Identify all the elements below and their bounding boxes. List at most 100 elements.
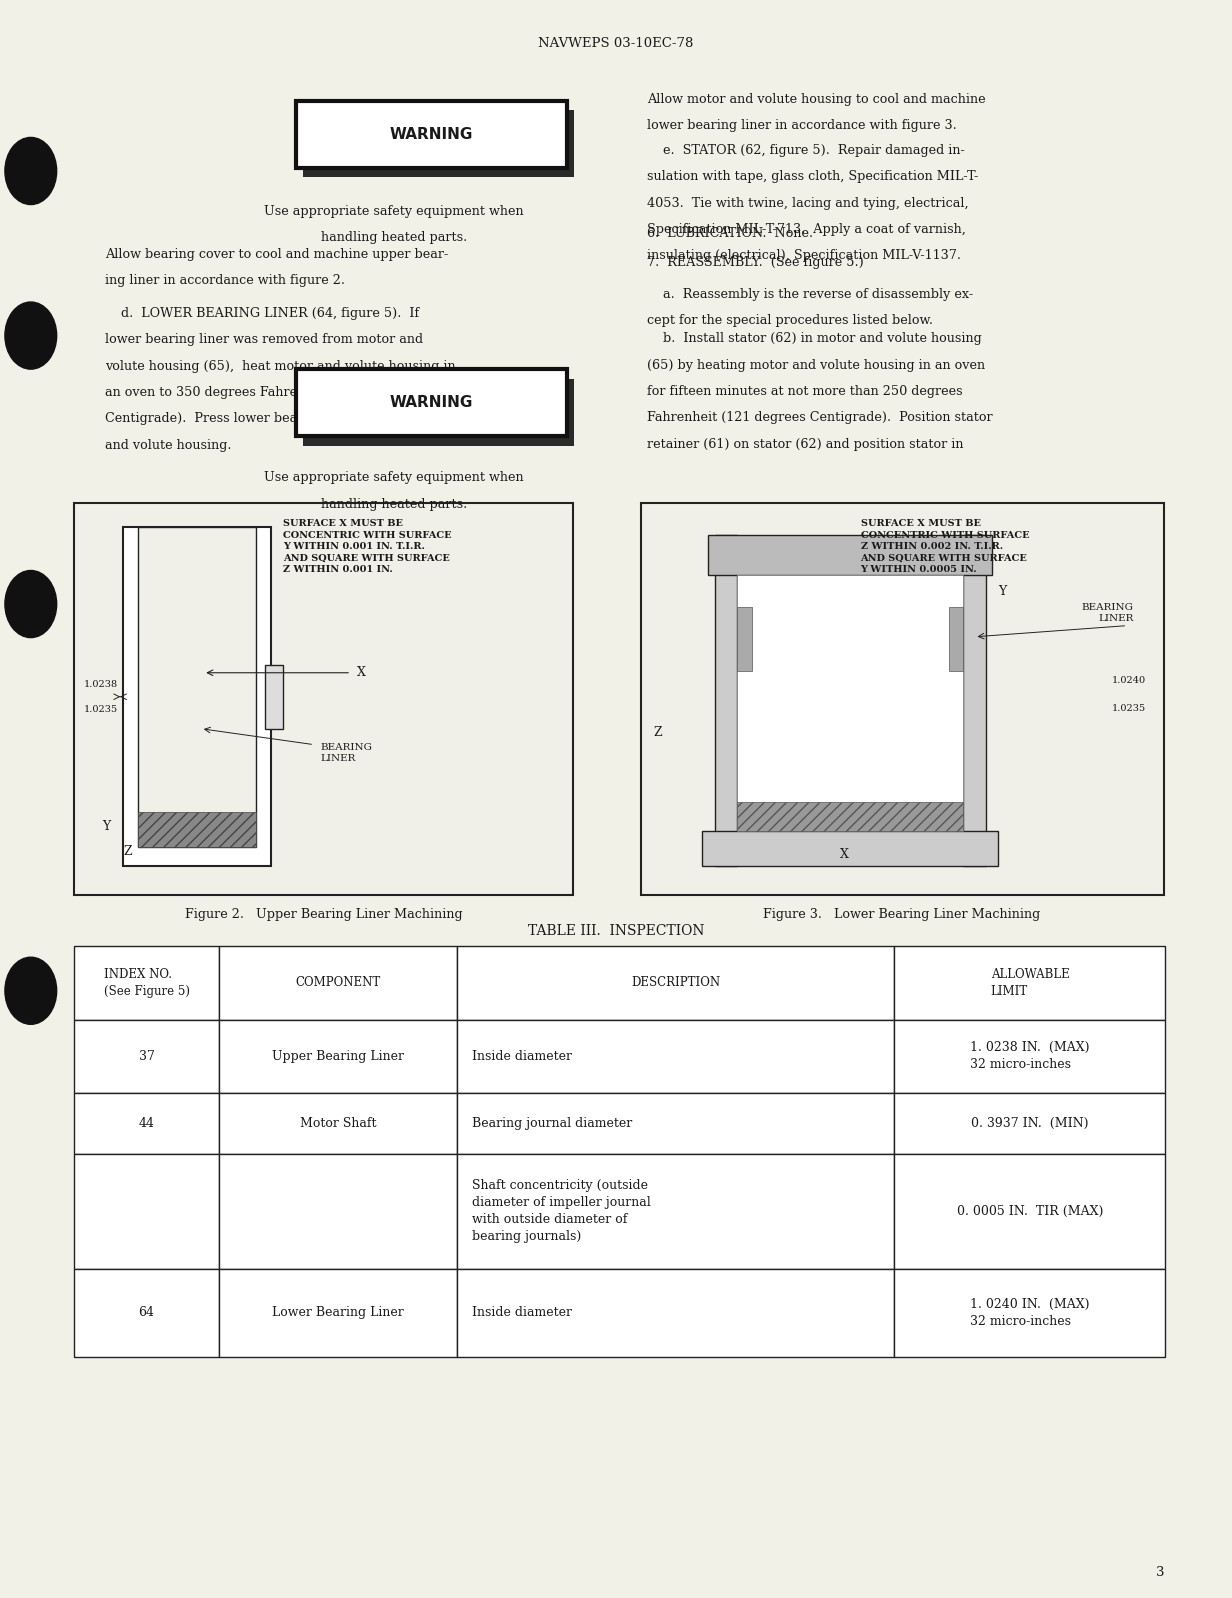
Text: Upper Bearing Liner: Upper Bearing Liner xyxy=(272,1050,404,1063)
Bar xyxy=(296,369,567,436)
Text: Specification MIL-T-713.  Apply a coat of varnish,: Specification MIL-T-713. Apply a coat of… xyxy=(647,222,966,237)
Bar xyxy=(219,946,457,1020)
Text: 37: 37 xyxy=(139,1050,154,1063)
Text: sulation with tape, glass cloth, Specification MIL-T-: sulation with tape, glass cloth, Specifi… xyxy=(647,169,978,184)
Text: INDEX NO.
(See Figure 5): INDEX NO. (See Figure 5) xyxy=(103,968,190,997)
Bar xyxy=(963,535,986,866)
Text: NAVWEPS 03-10EC-78: NAVWEPS 03-10EC-78 xyxy=(538,37,694,50)
Text: SURFACE X MUST BE
CONCENTRIC WITH SURFACE
Z WITHIN 0.002 IN. T.I.R.
AND SQUARE W: SURFACE X MUST BE CONCENTRIC WITH SURFAC… xyxy=(860,519,1029,574)
Text: DESCRIPTION: DESCRIPTION xyxy=(631,976,721,989)
Text: Use appropriate safety equipment when: Use appropriate safety equipment when xyxy=(265,205,524,217)
Bar xyxy=(219,1269,457,1357)
Text: ALLOWABLE
LIMIT: ALLOWABLE LIMIT xyxy=(991,968,1069,997)
Bar xyxy=(715,535,737,866)
Text: 1. 0238 IN.  (MAX)
32 micro-inches: 1. 0238 IN. (MAX) 32 micro-inches xyxy=(971,1042,1089,1071)
Text: X: X xyxy=(839,849,849,861)
Bar xyxy=(894,1020,1165,1093)
Bar xyxy=(457,1269,894,1357)
Bar xyxy=(457,946,894,1020)
Text: 0. 3937 IN.  (MIN): 0. 3937 IN. (MIN) xyxy=(971,1117,1089,1130)
Text: 1.0235: 1.0235 xyxy=(84,705,118,714)
Bar xyxy=(457,1154,894,1269)
Text: 1. 0240 IN.  (MAX)
32 micro-inches: 1. 0240 IN. (MAX) 32 micro-inches xyxy=(971,1298,1089,1328)
Text: 64: 64 xyxy=(139,1306,154,1320)
Bar xyxy=(138,812,256,847)
Text: BEARING
LINER: BEARING LINER xyxy=(320,743,372,762)
Bar xyxy=(74,1020,219,1093)
Bar xyxy=(123,527,271,866)
Text: ing liner in accordance with figure 2.: ing liner in accordance with figure 2. xyxy=(105,275,345,288)
Text: Use appropriate safety equipment when: Use appropriate safety equipment when xyxy=(265,471,524,484)
Bar xyxy=(894,1269,1165,1357)
Text: BEARING
LINER: BEARING LINER xyxy=(1082,602,1133,623)
Text: d.  LOWER BEARING LINER (64, figure 5).  If: d. LOWER BEARING LINER (64, figure 5). I… xyxy=(105,307,419,320)
Text: Inside diameter: Inside diameter xyxy=(472,1306,572,1320)
Text: (65) by heating motor and volute housing in an oven: (65) by heating motor and volute housing… xyxy=(647,358,984,372)
Bar xyxy=(74,1269,219,1357)
Text: a.  Reassembly is the reverse of disassembly ex-: a. Reassembly is the reverse of disassem… xyxy=(647,288,973,300)
Bar xyxy=(737,575,963,831)
Bar xyxy=(74,946,219,1020)
Text: an oven to 350 degrees Fahrenheit (177 degrees: an oven to 350 degrees Fahrenheit (177 d… xyxy=(105,385,419,400)
Text: 0. 0005 IN.  TIR (MAX): 0. 0005 IN. TIR (MAX) xyxy=(957,1205,1103,1218)
Text: SURFACE X MUST BE
CONCENTRIC WITH SURFACE
Y WITHIN 0.001 IN. T.I.R.
AND SQUARE W: SURFACE X MUST BE CONCENTRIC WITH SURFAC… xyxy=(283,519,452,574)
Bar xyxy=(702,831,998,866)
Text: b.  Install stator (62) in motor and volute housing: b. Install stator (62) in motor and volu… xyxy=(647,332,982,345)
Text: Fahrenheit (121 degrees Centigrade).  Position stator: Fahrenheit (121 degrees Centigrade). Pos… xyxy=(647,411,993,425)
Bar xyxy=(296,101,567,168)
Bar xyxy=(641,503,1164,895)
Bar xyxy=(949,607,963,671)
Text: Bearing journal diameter: Bearing journal diameter xyxy=(472,1117,632,1130)
Text: 1.0238: 1.0238 xyxy=(84,679,118,689)
Text: Lower Bearing Liner: Lower Bearing Liner xyxy=(272,1306,404,1320)
Bar xyxy=(894,946,1165,1020)
Bar xyxy=(894,1093,1165,1154)
Circle shape xyxy=(5,957,57,1024)
Bar xyxy=(303,379,574,446)
Text: and volute housing.: and volute housing. xyxy=(105,438,232,452)
Bar xyxy=(737,802,963,831)
Text: Motor Shaft: Motor Shaft xyxy=(299,1117,377,1130)
Text: lower bearing liner in accordance with figure 3.: lower bearing liner in accordance with f… xyxy=(647,118,956,133)
Text: handling heated parts.: handling heated parts. xyxy=(322,230,467,244)
Text: 44: 44 xyxy=(139,1117,154,1130)
Bar xyxy=(457,1093,894,1154)
Text: Y: Y xyxy=(102,820,111,833)
Text: Shaft concentricity (outside
diameter of impeller journal
with outside diameter : Shaft concentricity (outside diameter of… xyxy=(472,1179,650,1243)
Text: volute housing (65),  heat motor and volute housing in: volute housing (65), heat motor and volu… xyxy=(105,360,456,372)
Text: WARNING: WARNING xyxy=(389,126,473,142)
Bar xyxy=(894,1154,1165,1269)
Text: Allow bearing cover to cool and machine upper bear-: Allow bearing cover to cool and machine … xyxy=(105,248,448,260)
Text: Z: Z xyxy=(123,845,132,858)
Bar xyxy=(74,503,573,895)
Text: COMPONENT: COMPONENT xyxy=(296,976,381,989)
Text: for fifteen minutes at not more than 250 degrees: for fifteen minutes at not more than 250… xyxy=(647,385,962,398)
Text: Y: Y xyxy=(998,585,1007,598)
Text: cept for the special procedures listed below.: cept for the special procedures listed b… xyxy=(647,313,933,328)
Bar xyxy=(219,1154,457,1269)
Text: lower bearing liner was removed from motor and: lower bearing liner was removed from mot… xyxy=(105,332,423,347)
Text: retainer (61) on stator (62) and position stator in: retainer (61) on stator (62) and positio… xyxy=(647,438,963,451)
Bar xyxy=(303,110,574,177)
Text: 7.  REASSEMBLY.  (See figure 5.): 7. REASSEMBLY. (See figure 5.) xyxy=(647,256,864,268)
Text: TABLE III.  INSPECTION: TABLE III. INSPECTION xyxy=(527,924,705,938)
Text: Figure 2.   Upper Bearing Liner Machining: Figure 2. Upper Bearing Liner Machining xyxy=(185,908,463,920)
Text: Figure 3.   Lower Bearing Liner Machining: Figure 3. Lower Bearing Liner Machining xyxy=(763,908,1041,920)
Bar xyxy=(708,535,992,575)
Circle shape xyxy=(5,570,57,638)
Text: 3: 3 xyxy=(1156,1566,1164,1579)
Text: Z: Z xyxy=(653,725,662,740)
Text: WARNING: WARNING xyxy=(389,395,473,411)
Bar xyxy=(457,1020,894,1093)
Text: X: X xyxy=(357,666,366,679)
Circle shape xyxy=(5,302,57,369)
Bar xyxy=(219,1020,457,1093)
Bar xyxy=(74,1093,219,1154)
Text: 6.  LUBRICATION.  None.: 6. LUBRICATION. None. xyxy=(647,227,813,240)
Text: handling heated parts.: handling heated parts. xyxy=(322,499,467,511)
Bar xyxy=(74,1154,219,1269)
Bar xyxy=(737,607,752,671)
Text: Allow motor and volute housing to cool and machine: Allow motor and volute housing to cool a… xyxy=(647,93,986,105)
Text: insulating (electrical), Specification MIL-V-1137.: insulating (electrical), Specification M… xyxy=(647,249,961,262)
Bar xyxy=(265,665,283,729)
